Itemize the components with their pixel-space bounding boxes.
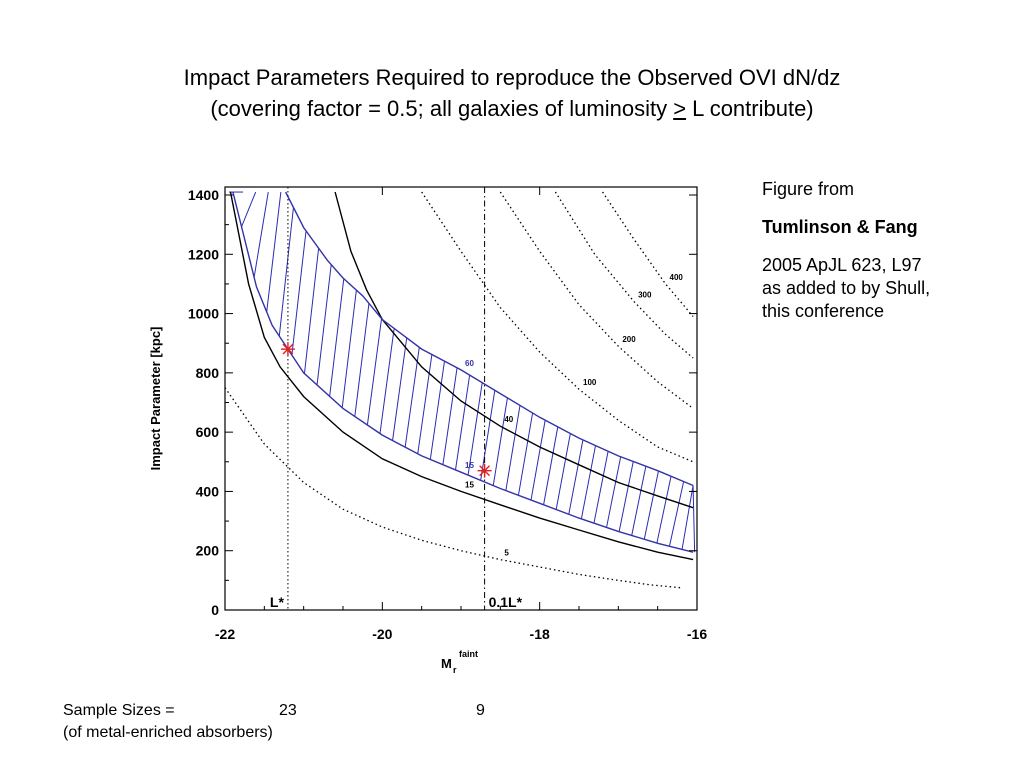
contour-label: 15 [465, 480, 474, 489]
y-tick-label: 1200 [188, 246, 219, 262]
hatch-line [492, 397, 508, 486]
axes: 0 200 400 600 800 1000 1200 1400 -22 -20 -18 -16 Imp… [148, 187, 707, 675]
hatch-line [580, 445, 597, 520]
x-axis-label-sub: r [453, 665, 457, 675]
figure-credit: Figure from Tumlinson & Fang 2005 ApJL 6… [762, 178, 1012, 338]
contour-label: 60 [465, 359, 474, 368]
marker-label: L* [270, 594, 285, 610]
hatch-line [454, 375, 471, 470]
hatched-region [228, 191, 696, 553]
title-line-2-post: L contribute) [686, 96, 814, 121]
hatch-line [442, 367, 458, 465]
contour-label: 100 [583, 378, 597, 387]
hatch-line [253, 191, 269, 278]
contour-label: 300 [638, 291, 652, 300]
sample-sizes: Sample Sizes = 23 9 (of metal-enriched a… [63, 700, 485, 741]
x-tick-label: -18 [530, 626, 550, 642]
hatch-line [543, 426, 559, 505]
y-tick-label: 0 [211, 602, 219, 618]
contour-line-40 [334, 191, 694, 509]
hatch-line [241, 191, 257, 228]
hatch-line [392, 337, 408, 441]
x-axis-label-sup: faint [459, 649, 478, 659]
sample-size-01lstar: 9 [476, 702, 485, 719]
hatch-line [266, 191, 282, 313]
hatch-line [429, 361, 445, 460]
contour-line-15 [229, 191, 694, 561]
y-tick-label: 800 [196, 365, 220, 381]
contour-line-60 [284, 191, 694, 487]
luminosity-markers: L* 0.1L* [270, 187, 523, 610]
x-tick-label: -16 [687, 626, 707, 642]
y-axis-label: Impact Parameter [kpc] [148, 327, 163, 471]
hatch-line [593, 451, 609, 524]
title-line-2: (covering factor = 0.5; all galaxies of … [0, 93, 1024, 124]
x-axis-label: M [441, 656, 452, 671]
hatch-line [354, 303, 370, 417]
hatch-line [656, 476, 672, 544]
contour-line-200 [499, 191, 694, 409]
contour-label: 15 [465, 461, 474, 470]
title-line-1: Impact Parameters Required to reproduce … [183, 65, 841, 90]
y-tick-label: 1000 [188, 306, 219, 322]
hatch-line [530, 420, 546, 501]
hatch-line [692, 485, 696, 553]
contours: 5 15 15 40 60 100 200 300 400 [225, 191, 694, 589]
contour-line-15 [232, 191, 694, 553]
hatch-line [555, 433, 571, 510]
hatch-line [329, 278, 345, 397]
hatch-line [618, 461, 634, 532]
hatch-line [291, 230, 307, 356]
y-tick-label: 200 [196, 543, 220, 559]
contour-label: 40 [504, 415, 513, 424]
hatch-line [341, 290, 357, 408]
observed-points [280, 342, 492, 478]
y-tick-label: 400 [196, 483, 220, 499]
hatch-line [303, 248, 320, 374]
sample-sizes-note: (of metal-enriched absorbers) [63, 724, 273, 741]
x-tick-label: -20 [372, 626, 392, 642]
hatch-line [278, 207, 294, 337]
credit-ref-line-1: 2005 ApJL 623, L97 [762, 255, 922, 275]
hatch-line [668, 481, 685, 547]
contour-label: 200 [622, 335, 636, 344]
contour-label: 400 [670, 273, 684, 282]
credit-authors: Tumlinson & Fang [762, 217, 918, 237]
credit-intro: Figure from [762, 179, 855, 199]
plot-frame [224, 186, 698, 611]
hatch-line [379, 328, 395, 434]
hatch-line [480, 390, 496, 481]
hatch-line [404, 347, 420, 448]
hatch-line [467, 382, 483, 476]
title-line-2-pre: (covering factor = 0.5; all galaxies of … [210, 96, 674, 121]
credit-ref-line-2: as added to by Shull, [762, 278, 931, 298]
hatch-line [606, 456, 622, 528]
hatch-line [316, 264, 332, 386]
credit-reference: 2005 ApJL 623, L97 as added to by Shull,… [762, 254, 1012, 323]
hatch-line [568, 439, 584, 515]
slide-title: Impact Parameters Required to reproduce … [0, 62, 1024, 124]
sample-sizes-label: Sample Sizes = [63, 702, 175, 719]
observed-point [477, 463, 492, 478]
ge-symbol: > [673, 96, 687, 121]
y-tick-label: 1400 [188, 187, 219, 203]
sample-size-lstar: 23 [279, 702, 297, 719]
x-tick-label: -22 [215, 626, 235, 642]
observed-point [280, 342, 295, 357]
hatch-line [366, 318, 383, 426]
hatch-line [505, 405, 521, 491]
contour-label: 5 [504, 549, 509, 558]
hatch-line [631, 466, 647, 536]
hatch-line [643, 470, 659, 540]
credit-ref-line-3: this conference [762, 301, 885, 321]
hatch-line [517, 412, 534, 496]
contour-line-400 [602, 191, 694, 317]
contour-line-100 [421, 191, 694, 463]
marker-label: 0.1L* [489, 594, 523, 610]
y-tick-label: 600 [196, 424, 220, 440]
hatch-line [681, 485, 694, 550]
contour-line-300 [554, 191, 694, 359]
hatch-line [417, 354, 433, 454]
